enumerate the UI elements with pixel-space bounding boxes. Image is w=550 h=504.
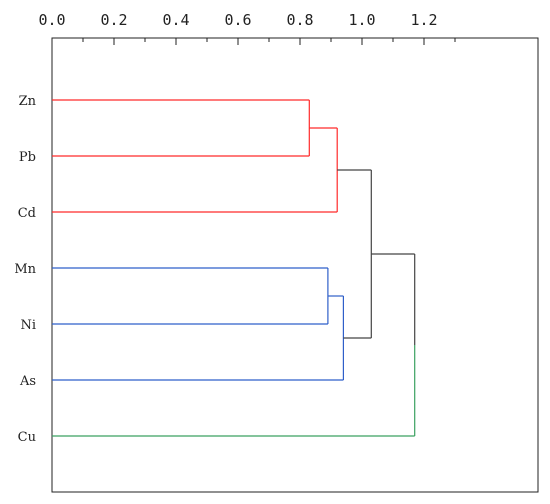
x-tick-label: 0.2 <box>100 11 127 29</box>
leaf-label: Cd <box>18 206 36 221</box>
dendrogram-links <box>52 99 416 437</box>
leaf-labels: Zn Pb Cd Mn Ni As Cu <box>14 94 36 445</box>
leaf-label: Cu <box>18 430 36 445</box>
x-tick-label: 1.2 <box>410 11 437 29</box>
leaf-label: Mn <box>14 262 36 277</box>
plot-frame <box>51 37 539 493</box>
leaf-label: Zn <box>19 94 37 109</box>
x-tick-label: 0.6 <box>224 11 251 29</box>
x-axis-tick-labels: 0.0 0.2 0.4 0.6 0.8 1.0 1.2 <box>38 11 437 29</box>
x-tick-label: 0.8 <box>286 11 313 29</box>
x-tick-label: 0.0 <box>38 11 65 29</box>
leaf-label: Ni <box>20 318 36 333</box>
leaf-label: As <box>19 374 36 389</box>
x-tick-label: 1.0 <box>348 11 375 29</box>
x-tick-label: 0.4 <box>162 11 189 29</box>
x-axis-ticks <box>51 38 456 45</box>
leaf-label: Pb <box>19 150 36 165</box>
